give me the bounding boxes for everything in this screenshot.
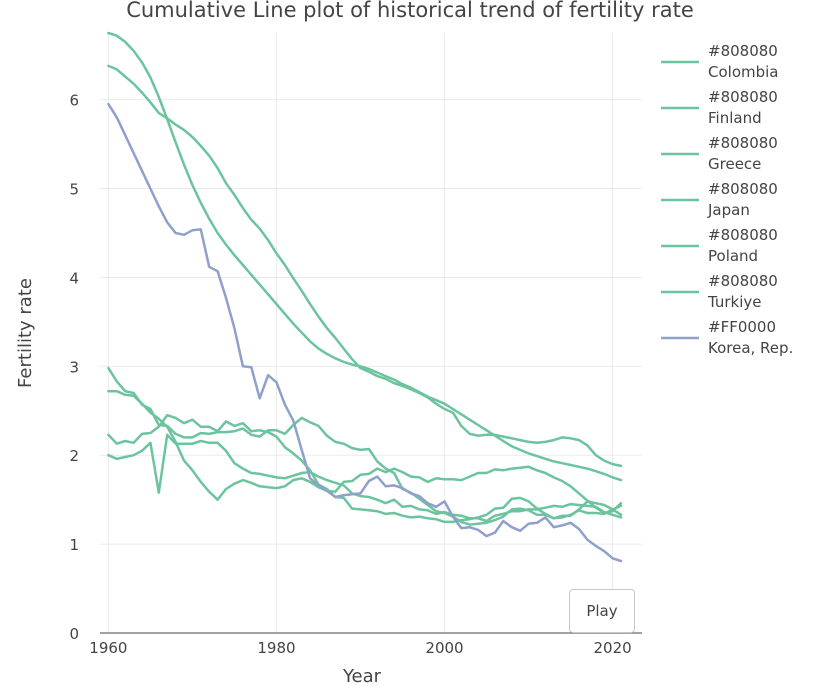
series-line	[107, 64, 623, 468]
legend-item: #808080 Colombia	[661, 42, 779, 81]
series-line	[107, 433, 623, 523]
y-tick-label: 3	[69, 358, 79, 376]
legend-item: #808080 Finland	[661, 88, 778, 127]
legend-item: #808080 Turkiye	[661, 272, 778, 311]
y-tick-label: 0	[69, 625, 79, 643]
legend-series-name: Turkiye	[707, 293, 762, 311]
legend-item: #808080 Poland	[661, 226, 778, 265]
x-tick-label: 1960	[89, 639, 127, 657]
legend-series-name: Poland	[708, 247, 758, 265]
legend-color-label: #808080	[708, 88, 778, 106]
play-button[interactable]: Play	[569, 589, 635, 633]
legend-color-label: #808080	[708, 272, 778, 290]
x-tick-label: 2000	[425, 639, 463, 657]
legend-color-label: #808080	[708, 134, 778, 152]
legend-series-name: Korea, Rep.	[708, 339, 793, 357]
y-axis-label: Fertility rate	[15, 278, 36, 388]
legend-series-name: Colombia	[708, 63, 779, 81]
y-tick-label: 5	[69, 181, 79, 199]
series-line	[107, 366, 623, 526]
y-tick-label: 6	[69, 92, 79, 110]
x-axis-label: Year	[342, 666, 382, 686]
legend-color-label: #808080	[708, 226, 778, 244]
legend: #808080 Colombia #808080 Finland #808080 Gree…	[661, 42, 793, 357]
series-lines	[107, 31, 623, 563]
series-line	[107, 31, 623, 482]
series-line	[107, 102, 623, 563]
y-tick-label: 1	[69, 536, 79, 554]
y-tick-label: 4	[69, 269, 79, 287]
legend-series-name: Finland	[708, 109, 762, 127]
axes: 0 1 2 3 4 5 6 1960 1980 2000 2020	[69, 92, 642, 657]
x-tick-label: 2020	[593, 639, 631, 657]
series-line	[107, 389, 623, 515]
chart-title: Cumulative Line plot of historical trend…	[126, 0, 694, 22]
legend-color-label: #FF0000	[708, 318, 776, 336]
legend-color-label: #808080	[708, 180, 778, 198]
legend-item: #808080 Japan	[661, 180, 778, 219]
gridlines	[100, 33, 642, 633]
legend-item: #808080 Greece	[661, 134, 778, 173]
legend-color-label: #808080	[708, 42, 778, 60]
y-tick-label: 2	[69, 447, 79, 465]
series-line	[107, 413, 623, 524]
legend-series-name: Japan	[707, 201, 750, 219]
legend-series-name: Greece	[708, 155, 761, 173]
x-tick-label: 1980	[257, 639, 295, 657]
legend-item: #FF0000 Korea, Rep.	[661, 318, 793, 357]
